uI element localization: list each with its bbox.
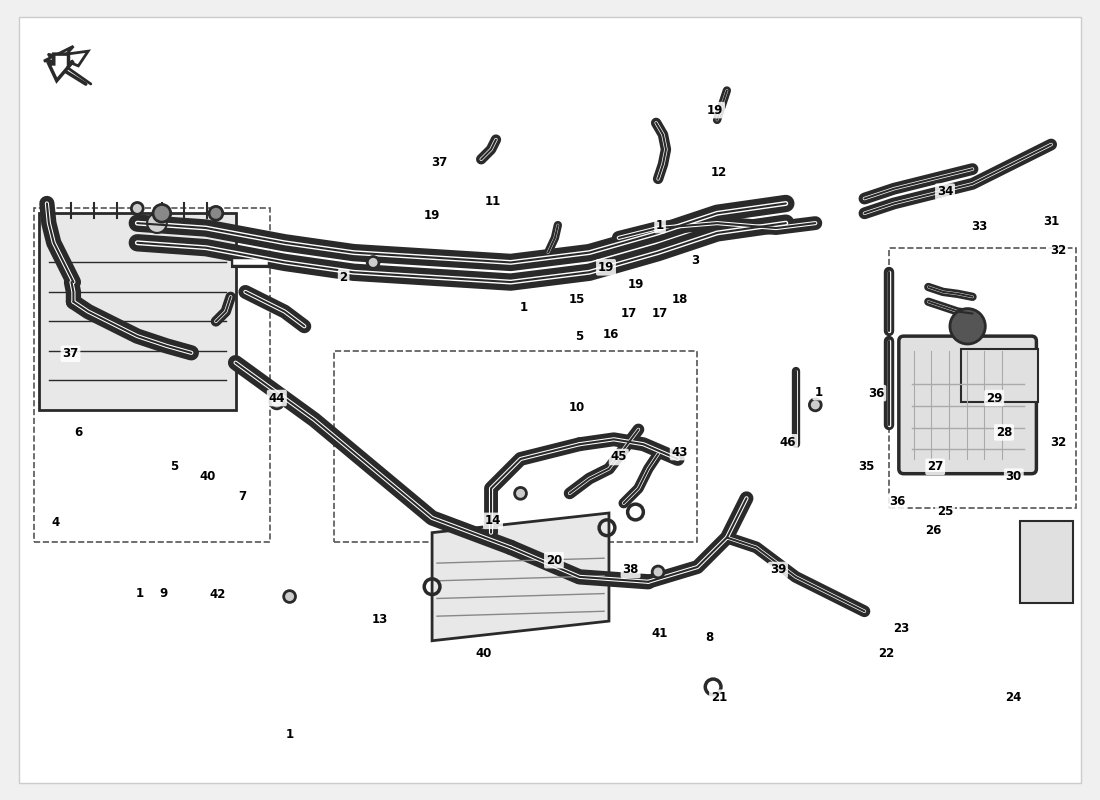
- Polygon shape: [48, 54, 74, 81]
- Text: 37: 37: [63, 347, 78, 360]
- Circle shape: [270, 395, 284, 409]
- Text: 19: 19: [627, 278, 644, 290]
- Text: 24: 24: [1005, 691, 1022, 704]
- Text: 7: 7: [239, 490, 246, 502]
- Text: 13: 13: [372, 613, 388, 626]
- FancyBboxPatch shape: [899, 336, 1036, 474]
- Text: 17: 17: [620, 307, 637, 320]
- Text: 32: 32: [1049, 436, 1066, 449]
- Text: 22: 22: [878, 647, 894, 660]
- Text: 28: 28: [996, 426, 1012, 439]
- Text: 15: 15: [569, 294, 585, 306]
- Circle shape: [209, 206, 223, 220]
- Text: 35: 35: [858, 460, 874, 474]
- Text: 25: 25: [937, 505, 954, 518]
- Bar: [333, 351, 697, 542]
- Text: 1: 1: [286, 727, 294, 741]
- Circle shape: [810, 399, 822, 411]
- Text: 16: 16: [603, 328, 619, 341]
- Text: 44: 44: [268, 391, 285, 405]
- Circle shape: [284, 590, 296, 602]
- Text: 38: 38: [623, 563, 639, 577]
- Text: 41: 41: [652, 627, 668, 640]
- Text: 23: 23: [893, 622, 909, 635]
- Text: 34: 34: [937, 185, 954, 198]
- FancyBboxPatch shape: [1020, 521, 1072, 603]
- Text: 14: 14: [485, 514, 502, 527]
- Circle shape: [147, 214, 167, 233]
- Text: 36: 36: [890, 494, 906, 508]
- FancyBboxPatch shape: [960, 349, 1038, 402]
- Text: 27: 27: [927, 460, 944, 474]
- Circle shape: [950, 309, 986, 344]
- Text: 18: 18: [671, 294, 688, 306]
- Circle shape: [131, 202, 143, 214]
- Text: 9: 9: [160, 587, 168, 600]
- Circle shape: [367, 257, 380, 268]
- Bar: [889, 248, 1076, 508]
- Text: 33: 33: [971, 219, 988, 233]
- Text: 43: 43: [671, 446, 688, 458]
- Text: 17: 17: [652, 307, 668, 320]
- Text: 6: 6: [74, 426, 82, 439]
- Text: 37: 37: [431, 156, 447, 169]
- Text: 26: 26: [925, 524, 942, 537]
- Text: 5: 5: [170, 460, 179, 474]
- Text: 4: 4: [52, 516, 59, 530]
- Text: 1: 1: [814, 386, 823, 398]
- Circle shape: [153, 205, 170, 222]
- Text: 46: 46: [780, 436, 796, 449]
- Text: 30: 30: [1005, 470, 1022, 483]
- Text: 5: 5: [575, 330, 584, 342]
- Text: 19: 19: [424, 209, 440, 222]
- Text: 39: 39: [770, 563, 786, 577]
- Circle shape: [652, 566, 664, 578]
- Polygon shape: [432, 513, 609, 641]
- Polygon shape: [44, 46, 88, 66]
- Text: 21: 21: [711, 691, 727, 704]
- Text: 12: 12: [711, 166, 727, 178]
- Text: 3: 3: [692, 254, 700, 267]
- Text: 1: 1: [519, 301, 528, 314]
- Text: 45: 45: [610, 450, 627, 463]
- Text: 19: 19: [707, 104, 724, 117]
- Text: 29: 29: [986, 391, 1002, 405]
- Text: 36: 36: [868, 386, 884, 400]
- Text: 40: 40: [475, 647, 492, 660]
- Bar: [34, 208, 270, 542]
- Text: 1: 1: [656, 218, 664, 231]
- Text: 11: 11: [485, 195, 502, 208]
- Text: 20: 20: [546, 554, 562, 566]
- Text: 10: 10: [569, 402, 585, 414]
- Text: 40: 40: [200, 470, 217, 483]
- Text: 42: 42: [210, 588, 227, 601]
- Text: 2: 2: [340, 270, 348, 284]
- Text: 8: 8: [705, 631, 713, 644]
- Circle shape: [515, 487, 527, 499]
- FancyBboxPatch shape: [39, 214, 235, 410]
- Text: 1: 1: [135, 587, 143, 600]
- Text: 32: 32: [1049, 244, 1066, 257]
- Text: 31: 31: [1043, 214, 1059, 228]
- Text: 19: 19: [597, 261, 614, 274]
